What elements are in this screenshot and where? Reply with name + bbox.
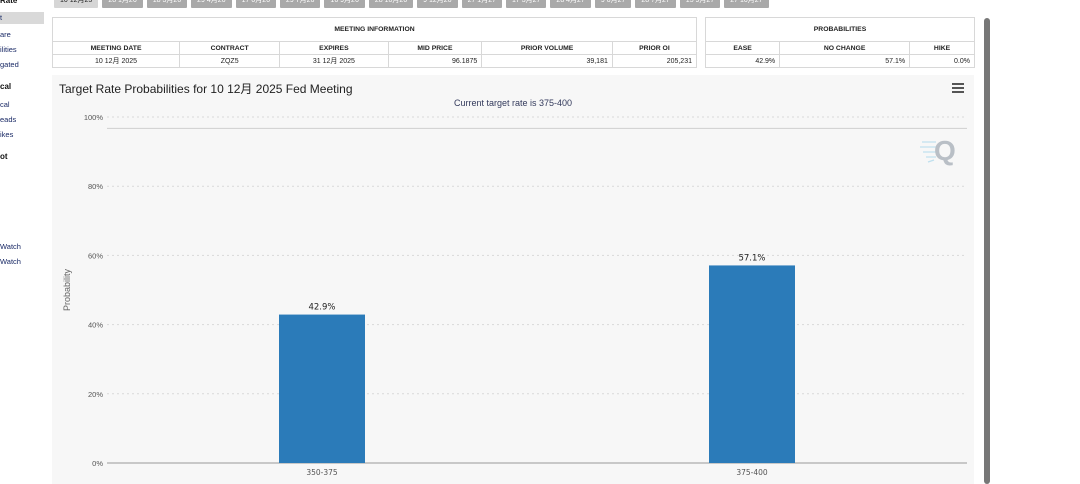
- prior-volume-header: PRIOR VOLUME: [481, 41, 613, 55]
- prior-oi-cell: 205,231: [611, 54, 698, 68]
- prior-oi-header: PRIOR OI: [611, 41, 698, 55]
- vertical-scrollbar[interactable]: [984, 18, 990, 484]
- sidebar-item[interactable]: t: [0, 12, 44, 24]
- meeting-date-header: MEETING DATE: [51, 41, 181, 55]
- sidebar-item[interactable]: Watch: [0, 242, 21, 251]
- ease-cell: 42.9%: [704, 54, 781, 68]
- tab-meeting-date[interactable]: 29 7月26: [280, 0, 321, 8]
- no-change-cell: 57.1%: [779, 54, 911, 68]
- probabilities-header: PROBABILITIES: [705, 17, 975, 42]
- svg-text:Q: Q: [934, 135, 956, 166]
- chart-plot: 0% 20% 40% 60% 80% 100% Probability 42.9% 350-37…: [62, 113, 967, 477]
- mid-price-header: MID PRICE: [387, 41, 483, 55]
- tab-meeting-date[interactable]: 28 4月27: [550, 0, 591, 8]
- left-sidebar: Rate t are ilities gated cal cal eads ikes ot Watc…: [0, 0, 48, 484]
- y-tick-label: 80%: [88, 182, 103, 191]
- tab-meeting-date[interactable]: 27 1月27: [461, 0, 502, 8]
- x-tick-label: 350-375: [306, 468, 338, 477]
- tab-meeting-date[interactable]: 27 10月27: [724, 0, 769, 8]
- sidebar-item[interactable]: eads: [0, 115, 17, 124]
- prior-volume-cell: 39,181: [481, 54, 613, 68]
- hike-header: HIKE: [909, 41, 975, 55]
- contract-header: CONTRACT: [179, 41, 281, 55]
- meeting-date-cell: 10 12月 2025: [51, 54, 181, 68]
- tab-meeting-date[interactable]: 18 3月26: [146, 0, 188, 8]
- bar-375-400: [709, 265, 795, 463]
- chart-subtitle: Current target rate is 375-400: [453, 98, 573, 108]
- contract-cell: ZQZ5: [179, 54, 281, 68]
- table-row: 10 12月 2025 ZQZ5 31 12月 2025 96.1875 39,…: [51, 54, 698, 68]
- sidebar-item[interactable]: gated: [0, 60, 19, 69]
- probabilities-table: PROBABILITIES EASE NO CHANGE HIKE 42.9% …: [704, 17, 975, 68]
- tab-meeting-date[interactable]: 29 4月26: [191, 0, 232, 8]
- sidebar-item[interactable]: Watch: [0, 257, 21, 266]
- tab-meeting-date[interactable]: 28 1月26: [102, 0, 143, 8]
- probability-chart: 0% 20% 40% 60% 80% 100% Probability 42.9% 350-37…: [52, 75, 974, 484]
- y-tick-label: 20%: [88, 390, 103, 399]
- tab-meeting-date[interactable]: 15 9月27: [679, 0, 721, 8]
- y-tick-label: 100%: [84, 113, 104, 122]
- sidebar-item[interactable]: cal: [0, 100, 10, 109]
- quikstrike-logo-icon: Q: [920, 135, 956, 166]
- x-tick-label: 375-400: [736, 468, 768, 477]
- y-tick-label: 60%: [88, 251, 103, 260]
- tab-meeting-date[interactable]: 28 10月26: [368, 0, 414, 8]
- sidebar-item: cal: [0, 82, 12, 91]
- y-tick-label: 0%: [92, 459, 103, 468]
- tab-meeting-date[interactable]: 17 3月27: [506, 0, 547, 8]
- tab-meeting-date[interactable]: 10 12月25: [54, 0, 99, 8]
- sidebar-item[interactable]: are: [0, 30, 11, 39]
- table-row: 42.9% 57.1% 0.0%: [704, 54, 975, 68]
- y-axis-label: Probability: [62, 268, 72, 311]
- sidebar-item: Rate: [0, 0, 18, 5]
- sidebar-item[interactable]: ikes: [0, 130, 14, 139]
- bar-350-375: [279, 314, 365, 463]
- data-label: 42.9%: [308, 303, 335, 313]
- sidebar-item[interactable]: ilities: [0, 45, 17, 54]
- meeting-date-tabs: 10 12月25 28 1月26 18 3月26 29 4月26 17 6月26 29 7…: [54, 0, 769, 8]
- tab-meeting-date[interactable]: 28 7月27: [635, 0, 676, 8]
- tab-meeting-date[interactable]: 17 6月26: [235, 0, 276, 8]
- expires-cell: 31 12月 2025: [279, 54, 389, 68]
- chart-title: Target Rate Probabilities for 10 12月 202…: [59, 82, 353, 96]
- no-change-header: NO CHANGE: [779, 41, 911, 55]
- data-label: 57.1%: [738, 253, 765, 263]
- sidebar-item: ot: [0, 152, 8, 161]
- meeting-information-header: MEETING INFORMATION: [52, 17, 697, 42]
- tab-meeting-date[interactable]: 9 12月26: [417, 0, 458, 8]
- meeting-information-table: MEETING INFORMATION MEETING DATE CONTRAC…: [51, 17, 698, 68]
- expires-header: EXPIRES: [279, 41, 389, 55]
- hike-cell: 0.0%: [909, 54, 975, 68]
- hamburger-menu-icon[interactable]: [952, 83, 964, 93]
- tab-meeting-date[interactable]: 16 9月26: [324, 0, 365, 8]
- tab-meeting-date[interactable]: 9 6月27: [594, 0, 632, 8]
- y-tick-label: 40%: [88, 321, 103, 330]
- ease-header: EASE: [704, 41, 781, 55]
- mid-price-cell: 96.1875: [387, 54, 483, 68]
